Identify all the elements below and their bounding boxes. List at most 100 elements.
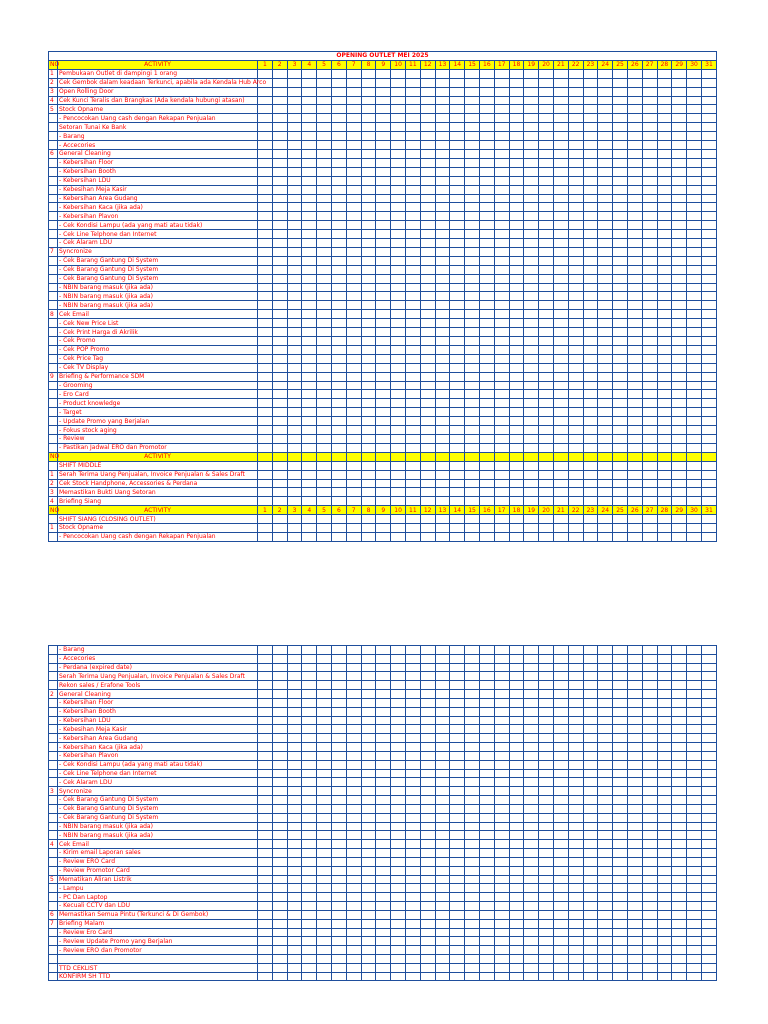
day-check-cell[interactable] [316, 202, 332, 213]
day-check-cell[interactable] [538, 680, 554, 691]
day-check-cell[interactable] [449, 706, 466, 717]
day-check-cell[interactable] [404, 909, 421, 920]
day-check-cell[interactable] [700, 839, 717, 850]
day-check-cell[interactable] [449, 166, 466, 177]
day-check-cell[interactable] [686, 531, 702, 542]
day-check-cell[interactable] [316, 327, 332, 337]
day-check-cell[interactable] [552, 246, 569, 257]
day-check-cell[interactable] [567, 759, 584, 770]
day-check-cell[interactable] [478, 184, 495, 195]
day-check-cell[interactable] [404, 327, 421, 337]
day-check-cell[interactable] [582, 671, 599, 682]
day-check-cell[interactable] [449, 433, 466, 444]
day-check-cell[interactable] [538, 523, 554, 533]
day-check-cell[interactable] [582, 238, 599, 248]
day-check-cell[interactable] [582, 327, 599, 337]
day-check-cell[interactable] [538, 318, 554, 329]
day-check-cell[interactable] [612, 795, 628, 805]
day-check-cell[interactable] [493, 839, 510, 850]
day-check-cell[interactable] [656, 945, 673, 955]
day-check-cell[interactable] [434, 724, 451, 735]
day-check-cell[interactable] [567, 653, 584, 664]
day-check-cell[interactable] [271, 371, 288, 382]
day-check-cell[interactable] [493, 300, 510, 311]
day-check-cell[interactable] [686, 689, 702, 699]
day-check-cell[interactable] [523, 680, 540, 691]
day-check-cell[interactable] [449, 371, 466, 382]
day-check-cell[interactable] [345, 918, 362, 929]
day-check-cell[interactable] [316, 416, 332, 427]
day-check-cell[interactable] [286, 86, 303, 97]
day-check-cell[interactable] [271, 953, 288, 964]
day-check-cell[interactable] [508, 680, 525, 691]
day-check-cell[interactable] [434, 706, 451, 717]
day-check-cell[interactable] [375, 318, 392, 329]
day-check-cell[interactable] [641, 425, 658, 435]
day-check-cell[interactable] [271, 971, 288, 982]
day-check-cell[interactable] [316, 300, 332, 311]
day-check-cell[interactable] [582, 874, 599, 885]
day-check-cell[interactable] [360, 309, 377, 320]
day-check-cell[interactable] [375, 238, 392, 248]
day-check-cell[interactable] [656, 953, 673, 964]
day-check-cell[interactable] [316, 523, 332, 533]
day-check-cell[interactable] [641, 460, 658, 471]
day-check-cell[interactable] [390, 318, 406, 329]
day-check-cell[interactable] [404, 140, 421, 150]
day-check-cell[interactable] [597, 750, 614, 761]
day-check-cell[interactable] [626, 425, 643, 435]
day-check-cell[interactable] [390, 184, 406, 195]
day-check-cell[interactable] [464, 211, 480, 222]
day-check-cell[interactable] [478, 927, 495, 938]
day-check-cell[interactable] [478, 148, 495, 159]
day-check-cell[interactable] [257, 909, 273, 920]
day-check-cell[interactable] [345, 892, 362, 903]
day-check-cell[interactable] [671, 874, 688, 885]
day-check-cell[interactable] [449, 264, 466, 275]
day-check-cell[interactable] [478, 300, 495, 311]
day-check-cell[interactable] [330, 220, 347, 231]
day-check-cell[interactable] [286, 689, 303, 699]
day-check-cell[interactable] [330, 874, 347, 885]
day-check-cell[interactable] [641, 246, 658, 257]
day-check-cell[interactable] [641, 469, 658, 480]
day-check-cell[interactable] [523, 945, 540, 955]
day-check-cell[interactable] [301, 523, 318, 533]
day-check-cell[interactable] [375, 104, 392, 115]
day-check-cell[interactable] [301, 416, 318, 427]
day-check-cell[interactable] [375, 795, 392, 805]
day-check-cell[interactable] [671, 327, 688, 337]
day-check-cell[interactable] [449, 487, 466, 498]
day-check-cell[interactable] [686, 211, 702, 222]
day-check-cell[interactable] [419, 140, 436, 150]
day-check-cell[interactable] [464, 892, 480, 903]
day-check-cell[interactable] [286, 523, 303, 533]
day-check-cell[interactable] [552, 883, 569, 894]
day-check-cell[interactable] [464, 122, 480, 133]
day-check-cell[interactable] [567, 407, 584, 418]
day-check-cell[interactable] [626, 398, 643, 409]
day-check-cell[interactable] [345, 255, 362, 266]
day-check-cell[interactable] [360, 768, 377, 779]
day-check-cell[interactable] [360, 945, 377, 955]
day-check-cell[interactable] [671, 113, 688, 124]
day-check-cell[interactable] [316, 971, 332, 982]
day-check-cell[interactable] [523, 469, 540, 480]
day-check-cell[interactable] [523, 496, 540, 507]
day-check-cell[interactable] [656, 416, 673, 427]
day-check-cell[interactable] [671, 803, 688, 814]
day-check-cell[interactable] [419, 927, 436, 938]
day-check-cell[interactable] [434, 768, 451, 779]
day-check-cell[interactable] [671, 220, 688, 231]
day-check-cell[interactable] [597, 309, 614, 320]
day-check-cell[interactable] [597, 238, 614, 248]
day-check-cell[interactable] [656, 327, 673, 337]
day-check-cell[interactable] [434, 971, 451, 982]
day-check-cell[interactable] [390, 460, 406, 471]
day-check-cell[interactable] [700, 202, 717, 213]
day-check-cell[interactable] [612, 148, 628, 159]
day-check-cell[interactable] [508, 918, 525, 929]
day-check-cell[interactable] [478, 122, 495, 133]
day-check-cell[interactable] [271, 282, 288, 293]
day-check-cell[interactable] [449, 759, 466, 770]
